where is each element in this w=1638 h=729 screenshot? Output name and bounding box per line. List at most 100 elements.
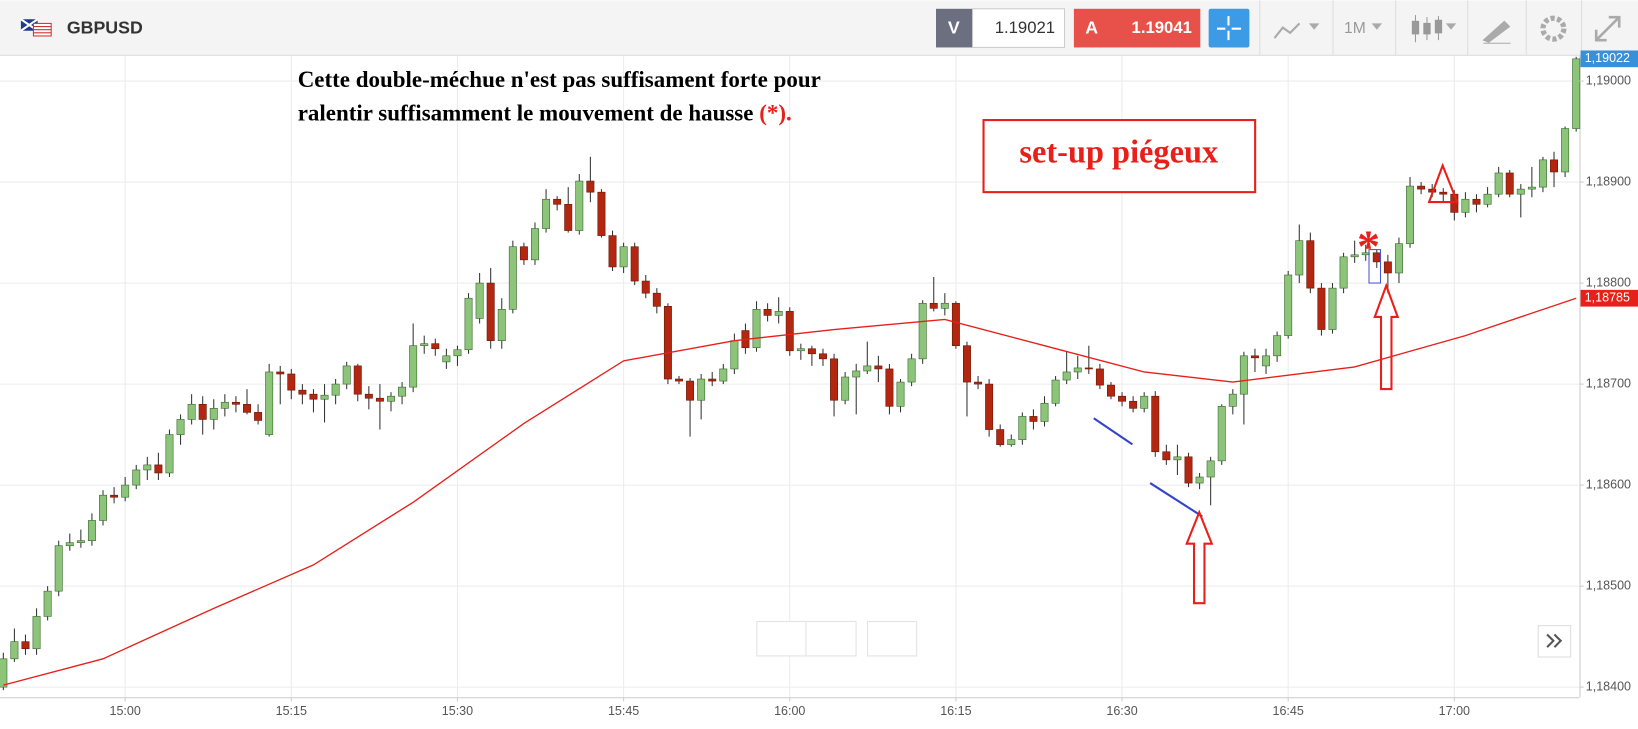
y-tick-label: 1,18600	[1586, 477, 1631, 491]
dropdown-caret	[1371, 23, 1383, 30]
candle-body	[1217, 405, 1226, 462]
settings-button[interactable]	[1540, 15, 1567, 42]
annotation-box-text: set-up piégeux	[1019, 134, 1219, 170]
candle-body	[110, 494, 119, 498]
candle-body	[1239, 355, 1248, 395]
buy-button[interactable]	[1073, 8, 1201, 48]
candle-body	[1383, 261, 1392, 274]
candle-body	[198, 403, 207, 420]
candle-body	[298, 389, 307, 395]
candle-body	[409, 345, 418, 388]
trend-line	[1093, 417, 1133, 446]
bid-box[interactable]	[972, 8, 1066, 48]
candle-body	[519, 246, 528, 261]
candle-body	[663, 305, 672, 380]
candle-body	[143, 464, 152, 471]
arrow-up	[1427, 162, 1459, 204]
candle-body	[1007, 439, 1016, 446]
candle-body	[564, 203, 573, 231]
candle-body	[1439, 191, 1448, 195]
fullscreen-button[interactable]	[1594, 15, 1621, 42]
drawing-button[interactable]	[1482, 20, 1511, 44]
candle-body	[719, 368, 728, 382]
candle-body	[1328, 287, 1337, 330]
candle-body	[1339, 256, 1348, 289]
candle-body	[1162, 451, 1171, 461]
candle-body	[320, 394, 329, 400]
candle-body	[1306, 240, 1315, 289]
candle-body	[619, 246, 628, 268]
grid	[0, 55, 1580, 698]
candle-body	[375, 397, 384, 402]
candle-body	[1184, 456, 1193, 484]
candle-body	[276, 371, 285, 375]
symbol[interactable]: GBPUSD	[67, 17, 143, 37]
candle-body	[686, 380, 695, 401]
candle-body	[220, 401, 229, 409]
candle-body	[1350, 254, 1359, 258]
candle-body	[597, 191, 606, 236]
candle-body	[21, 641, 30, 650]
candle-body	[1173, 456, 1182, 461]
reset-button[interactable]	[867, 620, 918, 657]
candle-body	[76, 540, 85, 543]
scroll-right-icon	[1546, 633, 1563, 648]
arrow-up	[1373, 282, 1400, 391]
candle-body	[974, 381, 983, 385]
y-tick-label: 1,18400	[1586, 679, 1631, 693]
candle-body	[1516, 188, 1525, 195]
candle-body	[940, 302, 949, 309]
candle-body	[1118, 395, 1127, 402]
candle-body	[1228, 393, 1237, 407]
candle-body	[231, 401, 240, 405]
candle-body	[1051, 379, 1060, 404]
candle-body	[852, 370, 861, 378]
x-tick-label: 15:00	[109, 704, 140, 718]
candle-body	[708, 378, 717, 382]
candle-body	[874, 365, 883, 370]
toolbar-separators	[1259, 0, 1583, 55]
moving-average	[3, 297, 1577, 686]
candle-body	[442, 355, 451, 363]
candle-body	[641, 280, 650, 294]
candle-body	[32, 616, 41, 650]
candle-body	[841, 376, 850, 401]
chart-type-button[interactable]	[1273, 22, 1301, 39]
indicators-button[interactable]	[1411, 15, 1443, 43]
candle-body	[1095, 368, 1104, 386]
annotation-star: *	[1357, 221, 1380, 272]
candle-body	[1140, 395, 1149, 409]
candle-body	[553, 198, 562, 205]
candle-body	[796, 348, 805, 352]
buy-label: A	[1085, 17, 1098, 37]
candle-body	[65, 542, 74, 547]
x-tick-label: 16:15	[940, 704, 971, 718]
timeframe-button[interactable]: 1M	[1344, 20, 1366, 37]
crosshair-button[interactable]	[1208, 8, 1250, 48]
candle-body	[165, 434, 174, 474]
candle-body	[420, 343, 429, 347]
candle-body	[652, 292, 661, 307]
price-tag	[1580, 50, 1638, 68]
candle-body	[774, 311, 783, 316]
candle-body	[697, 378, 706, 401]
candle-body	[1417, 185, 1426, 190]
candle-body	[121, 484, 130, 498]
candle-body	[0, 658, 8, 688]
candle-body	[43, 590, 52, 617]
candle-body	[807, 348, 816, 355]
scroll-right-button[interactable]	[1537, 625, 1572, 658]
candle-body	[508, 246, 517, 310]
candle-body	[1538, 159, 1547, 188]
trend-line	[1149, 482, 1203, 518]
candle-body	[154, 464, 163, 474]
candle-body	[331, 383, 340, 396]
candle-body	[985, 383, 994, 430]
candle-body	[929, 302, 938, 309]
candle-body	[630, 246, 639, 282]
y-tick-label: 1,19000	[1586, 73, 1631, 87]
sell-button[interactable]	[936, 8, 973, 48]
candle-body	[486, 282, 495, 341]
bid-price: 1.19021	[995, 18, 1055, 37]
candle-body	[243, 403, 251, 413]
